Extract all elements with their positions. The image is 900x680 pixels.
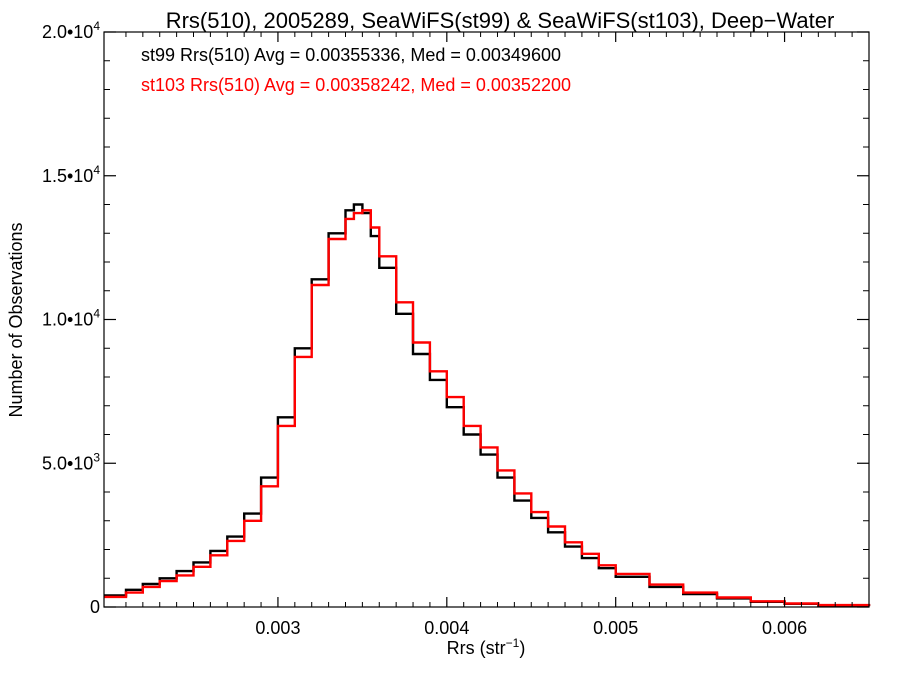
y-tick-label: 1.0•104 [42,307,100,330]
annotation-1: st99 Rrs(510) Avg = 0.00355336, Med = 0.… [141,45,561,65]
x-tick-label: 0.005 [593,618,638,638]
annotation-2: st103 Rrs(510) Avg = 0.00358242, Med = 0… [141,75,571,95]
x-tick-label: 0.006 [762,618,807,638]
y-tick-label: 0 [90,597,100,617]
y-tick-label: 5.0•103 [42,450,100,473]
y-axis-label: Number of Observations [6,222,26,417]
x-axis-label-close: ) [519,638,525,658]
x-tick-label: 0.003 [255,618,300,638]
y-tick-label: 2.0•104 [42,19,100,42]
annotations: st99 Rrs(510) Avg = 0.00355336, Med = 0.… [141,45,571,95]
chart-title: Rrs(510), 2005289, SeaWiFS(st99) & SeaWi… [166,8,835,33]
x-axis-label-superscript: −1 [506,636,520,650]
x-axis-label: Rrs (str−1) [447,636,526,658]
series-line-2 [104,209,871,607]
x-axis-label-text: Rrs (str [447,638,506,658]
series-layer [104,203,871,607]
x-tick-label: 0.004 [424,618,469,638]
y-tick-label: 1.5•104 [42,163,100,186]
ticks-layer: 0.003 0.004 0.005 0.006 0 5.0•103 1.0•104 1.5•1… [42,19,869,638]
